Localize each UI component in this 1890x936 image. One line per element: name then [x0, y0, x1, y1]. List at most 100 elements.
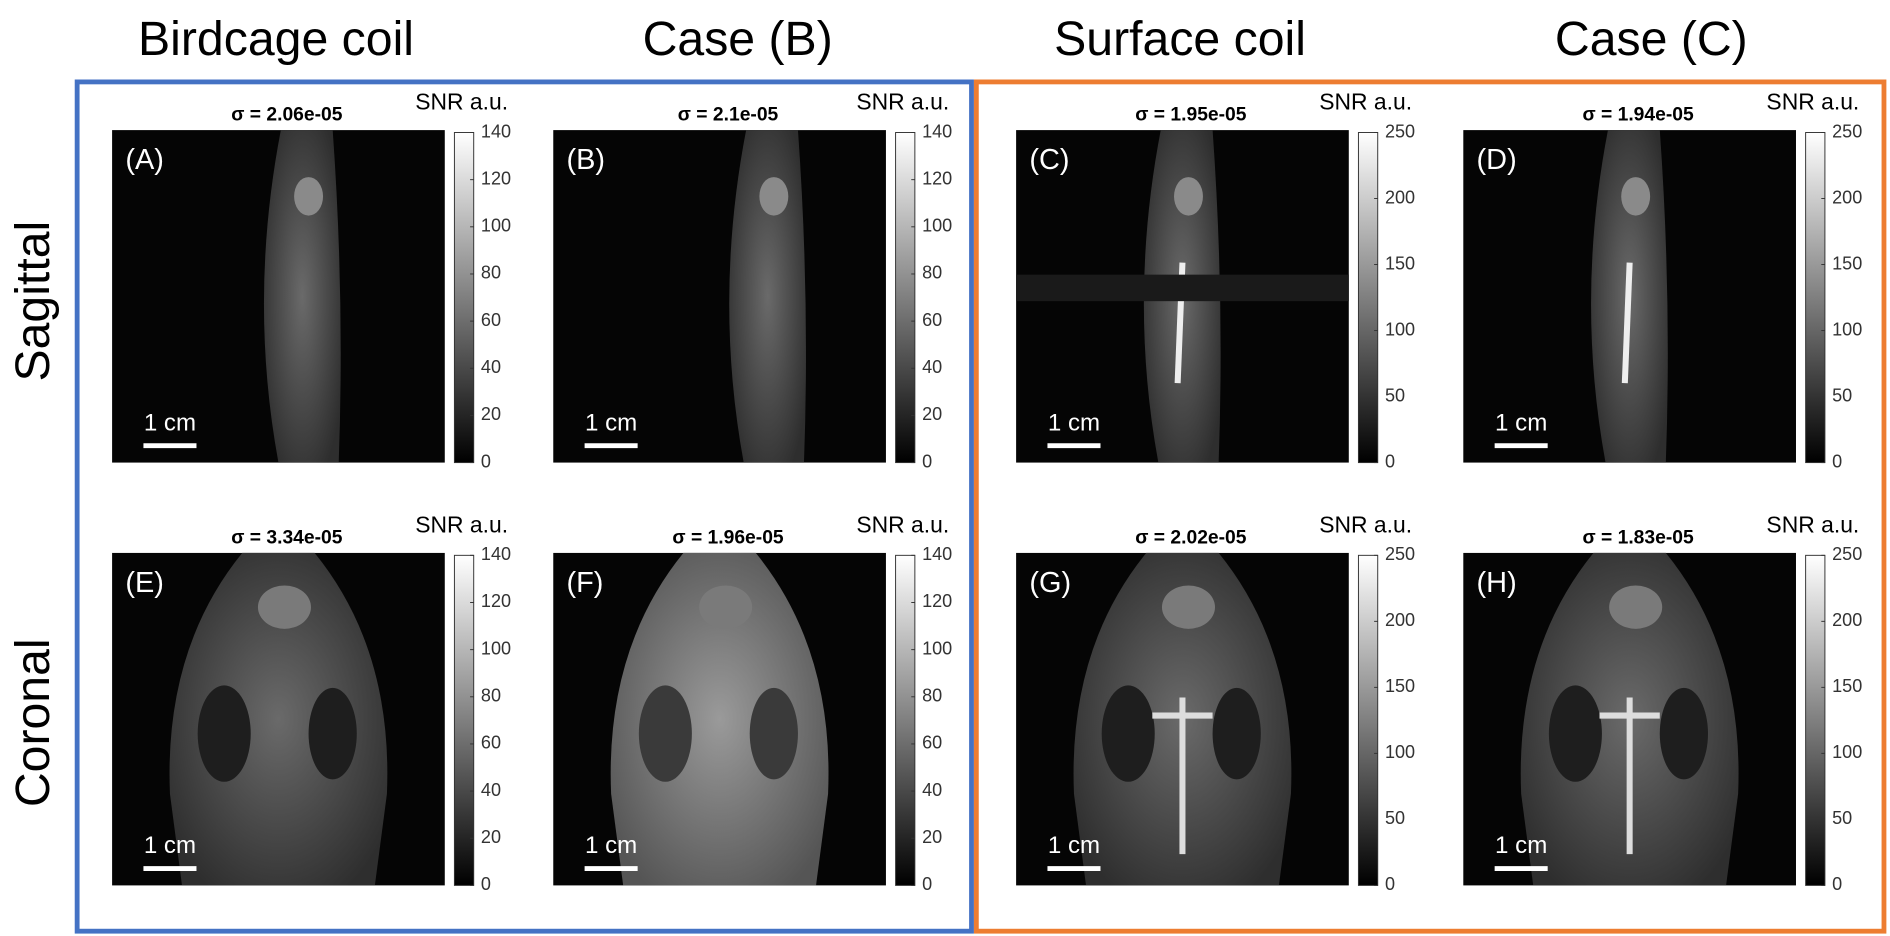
- colorbar-tick-label: 50: [1832, 385, 1852, 405]
- colorbar-tick-label: 0: [1385, 451, 1395, 471]
- panel: (H) 1 cm σ = 1.83e-05 SNR a.u. 0 50 100 150 200 2…: [1463, 511, 1862, 894]
- colorbar-tick-label: 20: [481, 404, 501, 424]
- body-sagittal: [729, 130, 806, 463]
- organ: [308, 687, 357, 780]
- colorbar-tick-label: 140: [481, 121, 511, 141]
- colorbar-tick-label: 100: [1385, 319, 1415, 339]
- panel-label: (E): [125, 567, 164, 599]
- panel: (D) 1 cm σ = 1.94e-05 SNR a.u. 0 50 100 150 200 2…: [1463, 89, 1862, 471]
- organ: [1609, 585, 1663, 629]
- colorbar-tick-label: 80: [922, 263, 942, 283]
- colorbar-tick-label: 250: [1832, 121, 1862, 141]
- column-header: Case (C): [1555, 12, 1748, 66]
- organ: [749, 687, 798, 780]
- colorbar-title: SNR a.u.: [1319, 89, 1412, 115]
- colorbar-title: SNR a.u.: [1319, 511, 1412, 537]
- group-box-birdcage: [74, 79, 974, 934]
- body-sagittal: [263, 130, 341, 463]
- organ: [257, 585, 311, 629]
- colorbar-tick-label: 50: [1385, 808, 1405, 828]
- scale-bar-label: 1 cm: [1495, 409, 1547, 436]
- colorbar-tick-label: 0: [1832, 451, 1842, 471]
- panel-label: (G): [1029, 567, 1071, 599]
- colorbar-title: SNR a.u.: [1766, 511, 1859, 537]
- colorbar-tick-label: 250: [1385, 121, 1415, 141]
- panel: (E) 1 cm σ = 3.34e-05 SNR a.u. 0 20 40 60 80 100 1…: [112, 511, 511, 894]
- organ: [1174, 177, 1203, 216]
- colorbar-tick-label: 80: [481, 686, 501, 706]
- colorbar-tick-label: 100: [922, 638, 952, 658]
- colorbar-tick-label: 150: [1385, 253, 1415, 273]
- colorbar: [1805, 554, 1826, 886]
- colorbar-tick-label: 0: [481, 451, 491, 471]
- colorbar-tick-label: 40: [481, 780, 501, 800]
- body-coronal: [169, 552, 388, 886]
- colorbar-tick-label: 150: [1385, 676, 1415, 696]
- colorbar: [895, 132, 916, 464]
- column-header: Case (B): [643, 12, 833, 66]
- colorbar-tick-label: 120: [481, 168, 511, 188]
- organ: [1212, 687, 1261, 780]
- sigma: σ = 1.83e-05: [1582, 528, 1694, 549]
- organ: [1161, 585, 1215, 629]
- organ: [1548, 685, 1602, 782]
- column-header: Birdcage coil: [138, 12, 414, 66]
- organ: [759, 177, 789, 216]
- organ: [638, 685, 692, 782]
- panel-label: (D): [1477, 144, 1517, 176]
- colorbar-tick-label: 150: [1832, 253, 1862, 273]
- colorbar-tick-label: 100: [1385, 742, 1415, 762]
- colorbar-tick-label: 140: [922, 121, 952, 141]
- row-header: Coronal: [6, 638, 60, 807]
- colorbar-tick-label: 100: [1832, 742, 1862, 762]
- colorbar-tick-label: 250: [1832, 544, 1862, 564]
- colorbar-tick-label: 20: [922, 827, 942, 847]
- colorbar-tick-label: 140: [922, 544, 952, 564]
- sigma: σ = 3.34e-05: [231, 528, 343, 549]
- colorbar-title: SNR a.u.: [856, 511, 949, 537]
- body-coronal: [610, 552, 829, 886]
- scale-bar-label: 1 cm: [144, 409, 196, 436]
- vessel: [1152, 697, 1213, 855]
- panel-label: (C): [1029, 144, 1069, 176]
- colorbar-tick-label: 120: [481, 591, 511, 611]
- scale-bar-label: 1 cm: [1048, 832, 1100, 859]
- row-header: Sagittal: [6, 221, 60, 382]
- colorbar: [895, 554, 916, 886]
- organ: [1621, 177, 1651, 216]
- panel: (C) 1 cm σ = 1.95e-05 SNR a.u. 0 50 100 150 200 2…: [1016, 89, 1415, 471]
- panel: (G) 1 cm σ = 2.02e-05 SNR a.u. 0 50 100 150 200 2…: [1016, 511, 1415, 894]
- colorbar-tick-label: 80: [481, 263, 501, 283]
- colorbar-tick-label: 60: [481, 310, 501, 330]
- colorbar-tick-label: 20: [481, 827, 501, 847]
- scale-bar-label: 1 cm: [144, 832, 196, 859]
- mri-image: [553, 130, 886, 463]
- colorbar-title: SNR a.u.: [856, 89, 949, 115]
- colorbar-tick-label: 50: [1385, 385, 1405, 405]
- colorbar-tick-label: 100: [481, 638, 511, 658]
- colorbar-tick-label: 60: [481, 733, 501, 753]
- panel-label: (H): [1477, 567, 1517, 599]
- organ: [197, 685, 251, 782]
- column-header: Surface coil: [1054, 12, 1306, 66]
- colorbar-tick-label: 100: [922, 216, 952, 236]
- colorbar-tick-label: 200: [1385, 187, 1415, 207]
- artifact-band: [1016, 274, 1349, 302]
- organ: [1659, 687, 1708, 780]
- sigma: σ = 2.06e-05: [231, 105, 343, 126]
- panel: (F) 1 cm σ = 1.96e-05 SNR a.u. 0 20 40 60 80 100 1…: [553, 511, 952, 894]
- vessel: [1599, 697, 1660, 855]
- panel: (B) 1 cm σ = 2.1e-05 SNR a.u. 0 20 40 60 80 100 12…: [553, 89, 952, 471]
- organ: [1101, 685, 1155, 782]
- panel-label: (B): [567, 144, 606, 176]
- sigma: σ = 1.94e-05: [1582, 105, 1694, 126]
- colorbar-tick-label: 200: [1832, 187, 1862, 207]
- colorbar: [1357, 132, 1379, 464]
- colorbar-tick-label: 0: [481, 874, 491, 894]
- colorbar-tick-label: 0: [1385, 874, 1395, 894]
- colorbar: [1357, 554, 1379, 886]
- vessel: [1621, 262, 1633, 384]
- colorbar-tick-label: 50: [1832, 808, 1852, 828]
- scale-bar-label: 1 cm: [585, 832, 637, 859]
